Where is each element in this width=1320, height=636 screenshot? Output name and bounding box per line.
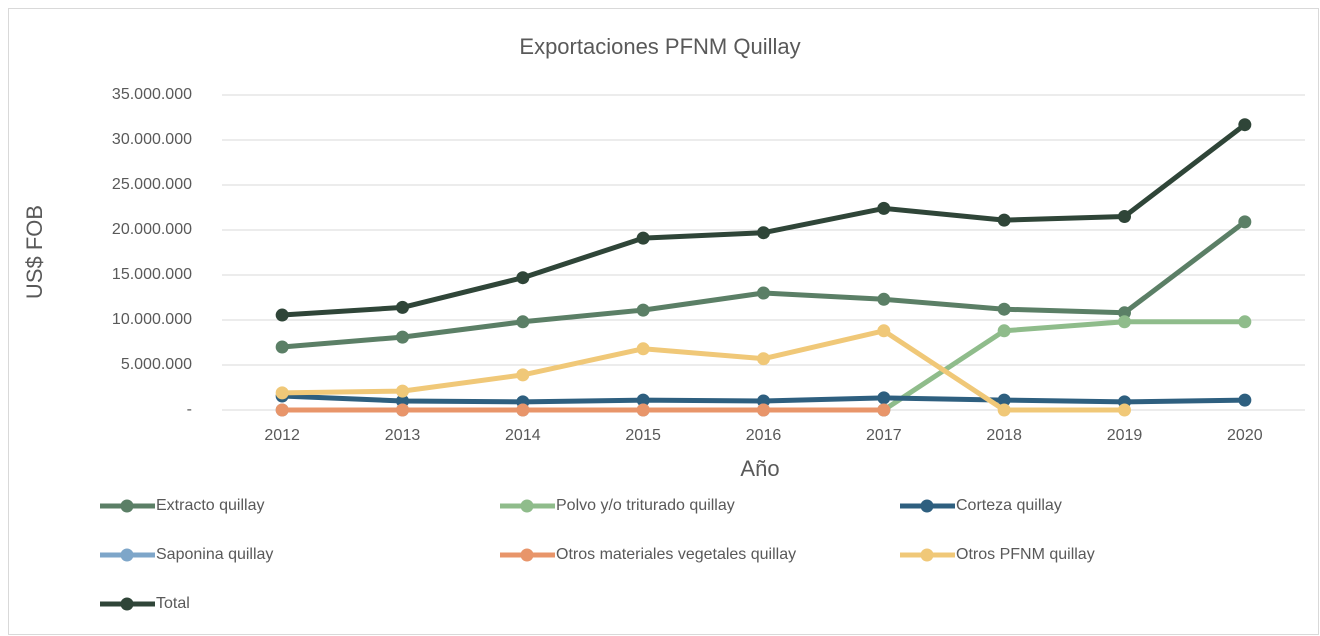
y-tick-label: 30.000.000	[112, 131, 192, 148]
legend-marker	[920, 548, 934, 562]
x-tick-label: 2013	[385, 427, 421, 444]
x-tick-label: 2015	[625, 427, 661, 444]
x-tick-label: 2012	[264, 427, 300, 444]
data-point	[1118, 306, 1131, 320]
data-point	[757, 226, 770, 240]
x-tick-label: 2016	[746, 427, 782, 444]
data-point	[275, 386, 289, 400]
data-point	[1118, 315, 1131, 329]
legend-marker	[120, 548, 134, 562]
data-point	[757, 352, 770, 366]
data-point	[997, 302, 1011, 316]
data-point	[877, 391, 891, 405]
data-point	[997, 403, 1011, 417]
legend-label: Otros materiales vegetales quillay	[556, 546, 796, 563]
y-tick-label: 5.000.000	[121, 356, 192, 373]
legend-label: Saponina quillay	[156, 546, 273, 563]
x-tick-label: 2017	[866, 427, 902, 444]
data-point	[516, 315, 530, 329]
data-point	[396, 384, 409, 398]
data-point	[877, 403, 891, 417]
data-point	[636, 342, 650, 356]
y-tick-label: 20.000.000	[112, 221, 192, 238]
data-point	[997, 393, 1011, 407]
data-point	[396, 330, 409, 344]
data-point	[1238, 393, 1252, 407]
chart-title: Exportaciones PFNM Quillay	[519, 34, 800, 59]
data-point	[275, 403, 289, 417]
data-point	[1118, 403, 1131, 417]
data-point	[636, 393, 650, 407]
data-point	[636, 231, 650, 245]
x-axis-label: Año	[740, 456, 779, 481]
data-point	[877, 324, 891, 338]
x-tick-label: 2018	[986, 427, 1022, 444]
y-tick-label: 25.000.000	[112, 176, 192, 193]
data-point	[396, 300, 409, 314]
data-point	[757, 286, 770, 300]
data-point	[516, 403, 530, 417]
data-point	[877, 201, 891, 215]
legend-marker	[520, 499, 534, 513]
legend-marker	[120, 499, 134, 513]
data-point	[997, 324, 1011, 338]
legend-label: Total	[156, 595, 190, 612]
legend-marker	[920, 499, 934, 513]
data-point	[1238, 118, 1252, 132]
legend-marker	[520, 548, 534, 562]
data-point	[636, 403, 650, 417]
y-axis-label: US$ FOB	[22, 205, 47, 299]
x-tick-label: 2019	[1107, 427, 1143, 444]
y-tick-label: 15.000.000	[112, 266, 192, 283]
data-point	[275, 340, 289, 354]
legend-marker	[120, 597, 134, 611]
data-point	[757, 403, 770, 417]
data-point	[516, 368, 530, 382]
data-point	[757, 394, 770, 408]
data-point	[275, 308, 289, 322]
data-point	[396, 394, 409, 408]
data-point	[1238, 315, 1252, 329]
data-point	[396, 403, 409, 417]
y-tick-label: 35.000.000	[112, 86, 192, 103]
legend-label: Polvo y/o triturado quillay	[556, 497, 735, 514]
x-tick-label: 2020	[1227, 427, 1263, 444]
legend-label: Corteza quillay	[956, 497, 1062, 514]
data-point	[516, 271, 530, 285]
series-line	[282, 328, 1125, 413]
legend-label: Otros PFNM quillay	[956, 546, 1095, 563]
data-point	[636, 303, 650, 317]
data-point	[877, 292, 891, 306]
data-point	[1118, 210, 1131, 223]
y-tick-label: -	[187, 401, 192, 418]
data-point	[997, 213, 1011, 227]
data-point	[1238, 215, 1252, 229]
y-tick-label: 10.000.000	[112, 311, 192, 328]
x-tick-label: 2014	[505, 427, 541, 444]
legend-label: Extracto quillay	[156, 497, 265, 514]
